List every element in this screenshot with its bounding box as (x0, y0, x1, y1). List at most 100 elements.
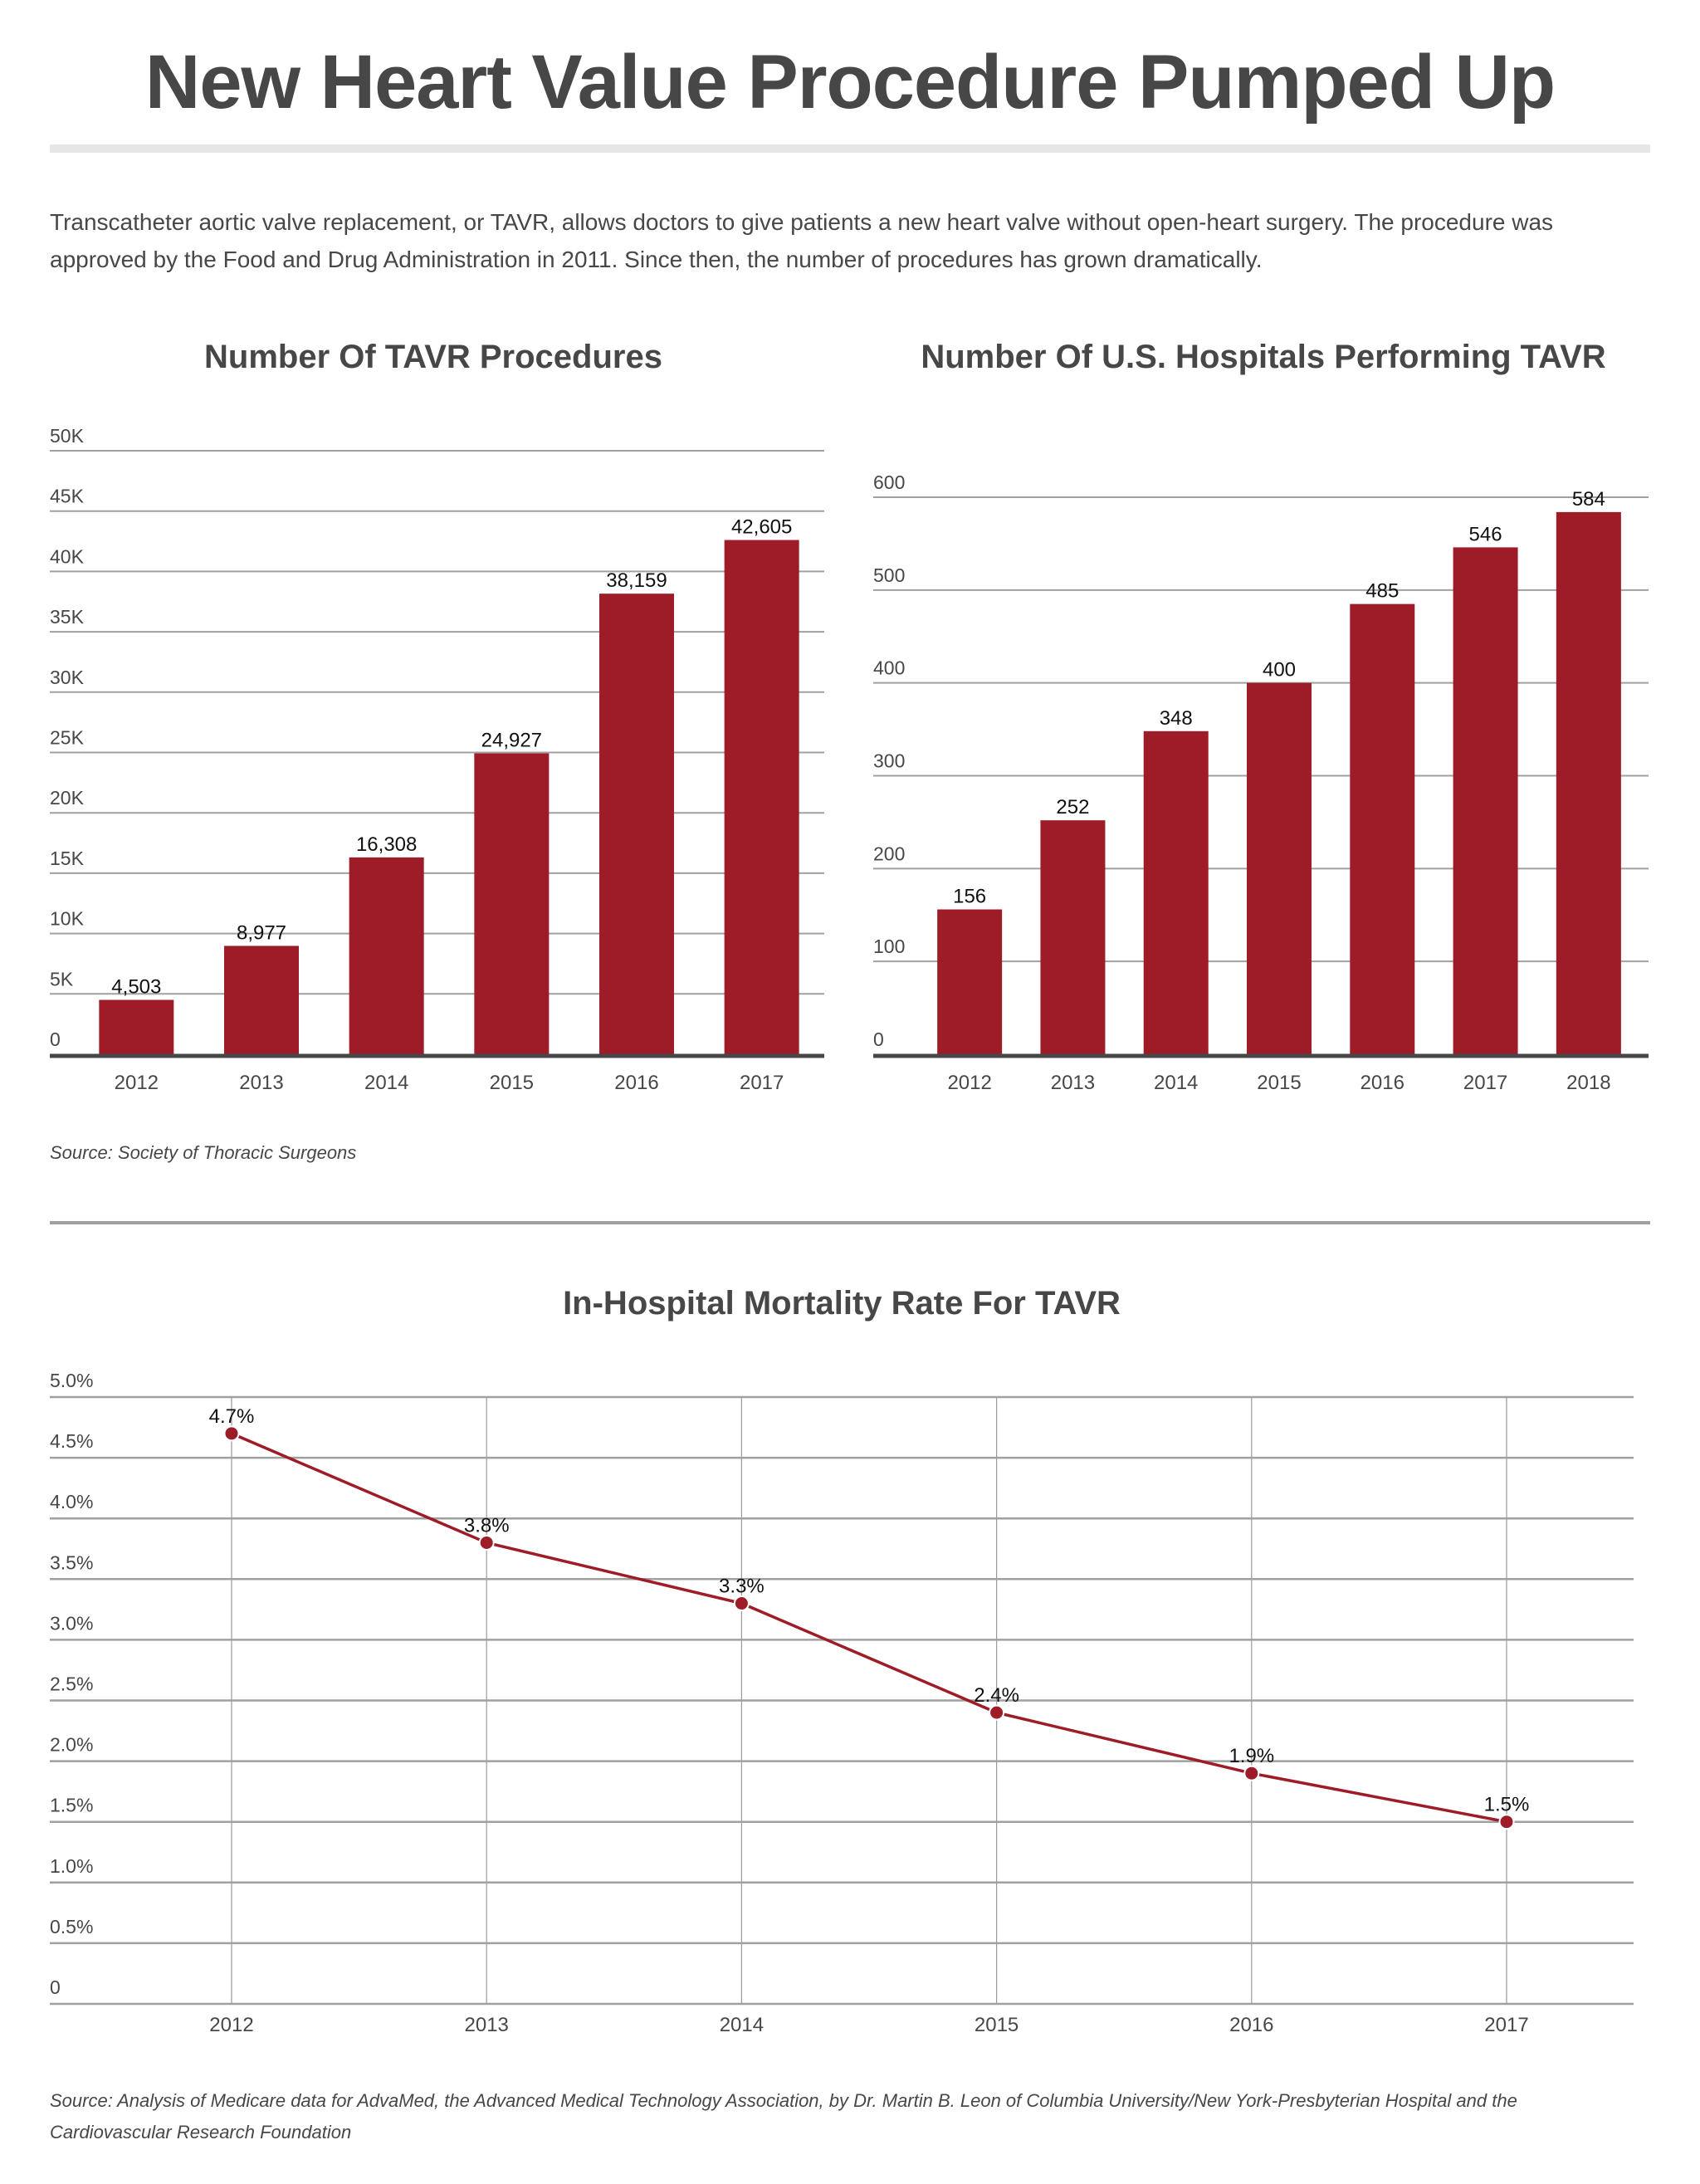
x-tick-label: 2012 (209, 2014, 253, 2036)
bar-value-label: 156 (953, 886, 986, 908)
bar (1556, 511, 1621, 1054)
point-value-label: 4.7% (209, 1405, 255, 1428)
source-mortality-line1: Source: Analysis of Medicare data for Ad… (50, 2090, 1517, 2111)
y-tick-label: 3.5% (50, 1551, 93, 1573)
y-tick-label: 45K (50, 486, 85, 507)
y-tick-label: 25K (50, 727, 85, 749)
page-title: New Heart Value Procedure Pumped Up (144, 40, 1556, 125)
x-tick-label: 2013 (1051, 1072, 1095, 1094)
x-tick-label: 2013 (239, 1072, 283, 1094)
x-tick-label: 2015 (1257, 1072, 1301, 1094)
data-point (1243, 1765, 1260, 1781)
data-point (223, 1425, 240, 1442)
bar (224, 945, 299, 1054)
x-tick-label: 2015 (490, 1072, 534, 1094)
y-tick-label: 4.5% (50, 1430, 93, 1452)
x-tick-label: 2016 (614, 1072, 658, 1094)
source-mortality-line2: Cardiovascular Research Foundation (50, 2122, 352, 2142)
bar-value-label: 485 (1365, 580, 1399, 603)
data-point (1498, 1814, 1515, 1830)
y-tick-label: 500 (873, 564, 905, 586)
y-tick-label: 400 (873, 657, 905, 679)
y-tick-label: 100 (873, 936, 905, 957)
bar (599, 594, 674, 1054)
point-value-label: 3.8% (464, 1514, 510, 1537)
bar (1247, 682, 1312, 1054)
y-tick-label: 0 (50, 1976, 61, 1998)
hospitals-bar-chart: Number Of U.S. Hospitals Performing TAVR… (873, 339, 1649, 1094)
x-tick-label: 2016 (1360, 1072, 1404, 1094)
y-tick-label: 20K (50, 787, 85, 809)
bar (349, 857, 424, 1054)
title-divider (50, 144, 1650, 153)
y-tick-label: 40K (50, 545, 85, 567)
intro-paragraph: Transcatheter aortic valve replacement, … (50, 209, 1554, 272)
bar-value-label: 4,503 (111, 976, 161, 999)
y-tick-label: 2.0% (50, 1734, 93, 1756)
point-value-label: 1.5% (1484, 1794, 1530, 1816)
x-tick-label: 2014 (364, 1072, 408, 1094)
y-tick-label: 0.5% (50, 1916, 93, 1937)
x-tick-label: 2012 (115, 1072, 159, 1094)
point-value-label: 2.4% (974, 1684, 1019, 1707)
x-tick-label: 2017 (740, 1072, 784, 1094)
bar (474, 753, 550, 1054)
chart-title: In-Hospital Mortality Rate For TAVR (563, 1285, 1121, 1322)
y-tick-label: 5.0% (50, 1370, 93, 1391)
section-divider (50, 1221, 1650, 1224)
y-tick-label: 15K (50, 848, 85, 869)
bar (1453, 547, 1518, 1054)
procedures-bar-chart: Number Of TAVR Procedures 0 5K 10K 15K 20K 25K… (50, 339, 824, 1094)
bar-value-label: 400 (1263, 659, 1296, 682)
y-tick-label: 0 (50, 1028, 61, 1050)
bar (99, 999, 174, 1054)
source-procedures: Source: Society of Thoracic Surgeons (50, 1142, 357, 1163)
data-point (989, 1704, 1005, 1721)
bar (1040, 820, 1106, 1054)
x-tick-label: 2017 (1463, 1072, 1507, 1094)
series-line (231, 1432, 1507, 1824)
bar-value-label: 42,605 (731, 516, 792, 539)
x-tick-label: 2016 (1229, 2014, 1273, 2036)
y-tick-label: 50K (50, 425, 85, 447)
x-tick-label: 2015 (975, 2014, 1019, 2036)
x-tick-label: 2013 (465, 2014, 509, 2036)
x-tick-label: 2017 (1484, 2014, 1528, 2036)
mortality-line-chart: In-Hospital Mortality Rate For TAVR 2012 2… (50, 1285, 1634, 2036)
bar-value-label: 8,977 (237, 921, 286, 944)
bar-value-label: 546 (1469, 523, 1502, 545)
y-tick-label: 1.0% (50, 1855, 93, 1877)
point-value-label: 3.3% (719, 1576, 765, 1598)
y-tick-label: 300 (873, 750, 905, 772)
y-tick-label: 3.0% (50, 1612, 93, 1634)
chart-title: Number Of U.S. Hospitals Performing TAVR (921, 339, 1605, 375)
bar (1350, 603, 1415, 1054)
y-tick-label: 4.0% (50, 1491, 93, 1512)
y-tick-label: 30K (50, 667, 85, 688)
data-point (733, 1595, 750, 1612)
y-tick-label: 5K (50, 968, 74, 989)
chart-title: Number Of TAVR Procedures (204, 339, 662, 375)
y-tick-label: 0 (873, 1028, 884, 1050)
bar-value-label: 252 (1056, 796, 1089, 818)
bar (1143, 730, 1209, 1054)
bar-value-label: 584 (1572, 488, 1605, 511)
x-tick-label: 2014 (1154, 1072, 1198, 1094)
bar-value-label: 24,927 (481, 730, 542, 752)
data-point (478, 1534, 495, 1551)
bar-value-label: 16,308 (356, 833, 417, 856)
y-tick-label: 1.5% (50, 1795, 93, 1816)
y-tick-label: 2.5% (50, 1673, 93, 1695)
bar (937, 909, 1003, 1054)
x-tick-label: 2012 (947, 1072, 991, 1094)
bar-value-label: 38,159 (606, 569, 667, 592)
point-value-label: 1.9% (1229, 1745, 1274, 1767)
bar (724, 540, 799, 1054)
y-tick-label: 200 (873, 843, 905, 864)
bar-value-label: 348 (1160, 707, 1193, 730)
y-tick-label: 35K (50, 606, 85, 628)
y-tick-label: 600 (873, 471, 905, 493)
x-tick-label: 2014 (720, 2014, 764, 2036)
y-tick-label: 10K (50, 908, 85, 930)
